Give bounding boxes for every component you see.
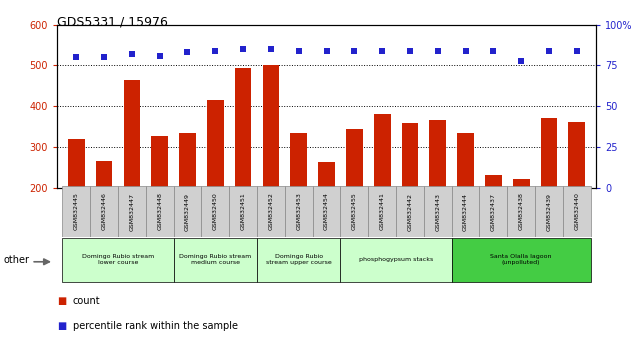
- FancyBboxPatch shape: [341, 186, 369, 237]
- Point: [405, 48, 415, 54]
- Bar: [124, 80, 140, 269]
- Bar: [541, 118, 557, 269]
- FancyBboxPatch shape: [257, 238, 341, 282]
- FancyBboxPatch shape: [174, 238, 257, 282]
- Text: phosphogypsum stacks: phosphogypsum stacks: [359, 257, 433, 262]
- FancyBboxPatch shape: [563, 186, 591, 237]
- FancyBboxPatch shape: [201, 186, 229, 237]
- Point: [322, 48, 332, 54]
- Text: count: count: [73, 296, 100, 306]
- FancyBboxPatch shape: [62, 238, 174, 282]
- Bar: [151, 136, 168, 269]
- Bar: [262, 65, 280, 269]
- Text: GSM832447: GSM832447: [129, 193, 134, 230]
- Text: GSM832445: GSM832445: [74, 193, 79, 230]
- Point: [377, 48, 387, 54]
- Text: GSM832439: GSM832439: [546, 193, 551, 230]
- Bar: [318, 162, 335, 269]
- Bar: [457, 133, 474, 269]
- FancyBboxPatch shape: [312, 186, 341, 237]
- FancyBboxPatch shape: [257, 186, 285, 237]
- Point: [238, 46, 248, 52]
- FancyBboxPatch shape: [229, 186, 257, 237]
- Point: [461, 48, 471, 54]
- Text: GSM832444: GSM832444: [463, 193, 468, 230]
- Text: percentile rank within the sample: percentile rank within the sample: [73, 321, 237, 331]
- FancyBboxPatch shape: [62, 186, 90, 237]
- FancyBboxPatch shape: [90, 186, 118, 237]
- Text: GSM832438: GSM832438: [519, 193, 524, 230]
- FancyBboxPatch shape: [535, 186, 563, 237]
- FancyBboxPatch shape: [507, 186, 535, 237]
- Point: [572, 48, 582, 54]
- Point: [71, 55, 81, 60]
- Text: ■: ■: [57, 321, 66, 331]
- Text: Domingo Rubio stream
lower course: Domingo Rubio stream lower course: [82, 254, 154, 265]
- Point: [210, 48, 220, 54]
- FancyBboxPatch shape: [174, 186, 201, 237]
- Bar: [235, 68, 252, 269]
- Point: [127, 51, 137, 57]
- Text: GSM832440: GSM832440: [574, 193, 579, 230]
- Text: GSM832452: GSM832452: [268, 193, 273, 230]
- FancyBboxPatch shape: [146, 186, 174, 237]
- Bar: [68, 139, 85, 269]
- Point: [182, 50, 192, 55]
- FancyBboxPatch shape: [424, 186, 452, 237]
- FancyBboxPatch shape: [452, 238, 591, 282]
- FancyBboxPatch shape: [341, 238, 452, 282]
- FancyBboxPatch shape: [369, 186, 396, 237]
- Text: Domingo Rubio
stream upper course: Domingo Rubio stream upper course: [266, 254, 332, 265]
- Bar: [96, 161, 112, 269]
- Text: GSM832441: GSM832441: [380, 193, 385, 230]
- Bar: [485, 175, 502, 269]
- Text: GSM832450: GSM832450: [213, 193, 218, 230]
- Text: Domingo Rubio stream
medium course: Domingo Rubio stream medium course: [179, 254, 251, 265]
- Text: ■: ■: [57, 296, 66, 306]
- Point: [433, 48, 443, 54]
- Bar: [513, 179, 529, 269]
- Bar: [374, 114, 391, 269]
- Bar: [290, 133, 307, 269]
- FancyBboxPatch shape: [396, 186, 424, 237]
- FancyBboxPatch shape: [118, 186, 146, 237]
- Text: GSM832454: GSM832454: [324, 193, 329, 230]
- Text: GSM832437: GSM832437: [491, 193, 496, 230]
- FancyBboxPatch shape: [480, 186, 507, 237]
- Point: [488, 48, 498, 54]
- Text: GSM832442: GSM832442: [408, 193, 413, 230]
- Text: GDS5331 / 15976: GDS5331 / 15976: [57, 16, 168, 29]
- Text: GSM832448: GSM832448: [157, 193, 162, 230]
- Point: [350, 48, 360, 54]
- Bar: [207, 100, 223, 269]
- Text: GSM832443: GSM832443: [435, 193, 440, 230]
- FancyBboxPatch shape: [285, 186, 312, 237]
- Text: GSM832453: GSM832453: [296, 193, 301, 230]
- Bar: [430, 120, 446, 269]
- Point: [99, 55, 109, 60]
- Point: [266, 46, 276, 52]
- Bar: [346, 129, 363, 269]
- Text: other: other: [3, 255, 29, 265]
- Bar: [401, 123, 418, 269]
- Text: GSM832446: GSM832446: [102, 193, 107, 230]
- Text: Santa Olalla lagoon
(unpolluted): Santa Olalla lagoon (unpolluted): [490, 254, 552, 265]
- Point: [293, 48, 304, 54]
- Bar: [569, 122, 585, 269]
- Bar: [179, 133, 196, 269]
- Text: GSM832455: GSM832455: [352, 193, 357, 230]
- Text: GSM832449: GSM832449: [185, 193, 190, 230]
- Point: [544, 48, 554, 54]
- Point: [516, 58, 526, 63]
- FancyBboxPatch shape: [452, 186, 480, 237]
- Text: GSM832451: GSM832451: [240, 193, 245, 230]
- Point: [155, 53, 165, 58]
